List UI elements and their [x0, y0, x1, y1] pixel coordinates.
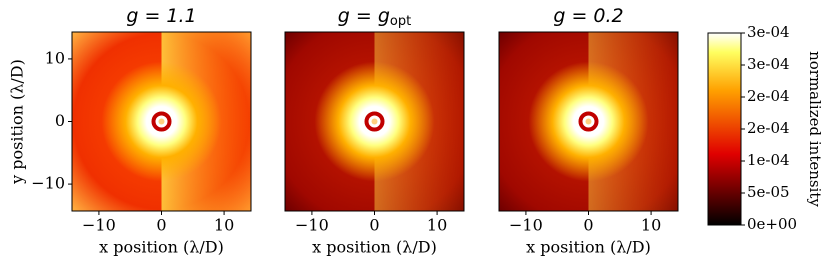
x-axis-label: x position (λ/D) [526, 238, 651, 257]
x-tick-label: 0 [369, 216, 379, 235]
x-tick-label: −10 [82, 216, 116, 235]
colorbar-tick-label: 3e-04 [747, 55, 790, 73]
x-axis-label: x position (λ/D) [312, 238, 437, 257]
x-tick-label: −10 [295, 216, 329, 235]
panel-title: g = 1.1 [126, 5, 196, 27]
x-tick-label: 0 [583, 216, 593, 235]
psf-ring [151, 111, 172, 132]
psf-core [158, 118, 165, 125]
y-tick-label: 10 [45, 48, 65, 67]
y-tick-label: −10 [31, 174, 65, 193]
title-subscript: opt [390, 14, 411, 29]
colorbar-tick-label: 0e+00 [747, 215, 797, 233]
psf-core [371, 118, 378, 125]
colorbar [707, 32, 742, 226]
psf-ring [364, 111, 385, 132]
colorbar-tick-label: 1e-04 [747, 151, 790, 169]
x-tick-label: 0 [156, 216, 166, 235]
x-tick-label: 10 [214, 216, 234, 235]
title-main: g = g [338, 5, 390, 27]
y-tick-label: 0 [55, 111, 65, 130]
title-main: g = 1.1 [126, 5, 196, 27]
psf-core [585, 118, 592, 125]
x-tick-label: −10 [509, 216, 543, 235]
colorbar-tick-label: 2e-04 [747, 119, 790, 137]
colorbar-label: normalized intensity [806, 51, 824, 207]
x-tick-label: 10 [641, 216, 661, 235]
colorbar-tick-label: 3e-04 [747, 23, 790, 41]
psf-ring [578, 111, 599, 132]
y-axis-label: y position (λ/D) [8, 59, 27, 185]
colorbar-tick-label: 2e-04 [747, 87, 790, 105]
panel-title: g = 0.2 [553, 5, 623, 27]
plots: −10 0 10 −10 0 10 x position (λ/D) y position (… [8, 5, 825, 257]
colorbar-tick-label: 5e-05 [747, 183, 790, 201]
x-axis-label: x position (λ/D) [99, 238, 224, 257]
panel-title: g = gopt [338, 5, 411, 29]
x-tick-label: 10 [427, 216, 447, 235]
title-main: g = 0.2 [553, 5, 623, 27]
